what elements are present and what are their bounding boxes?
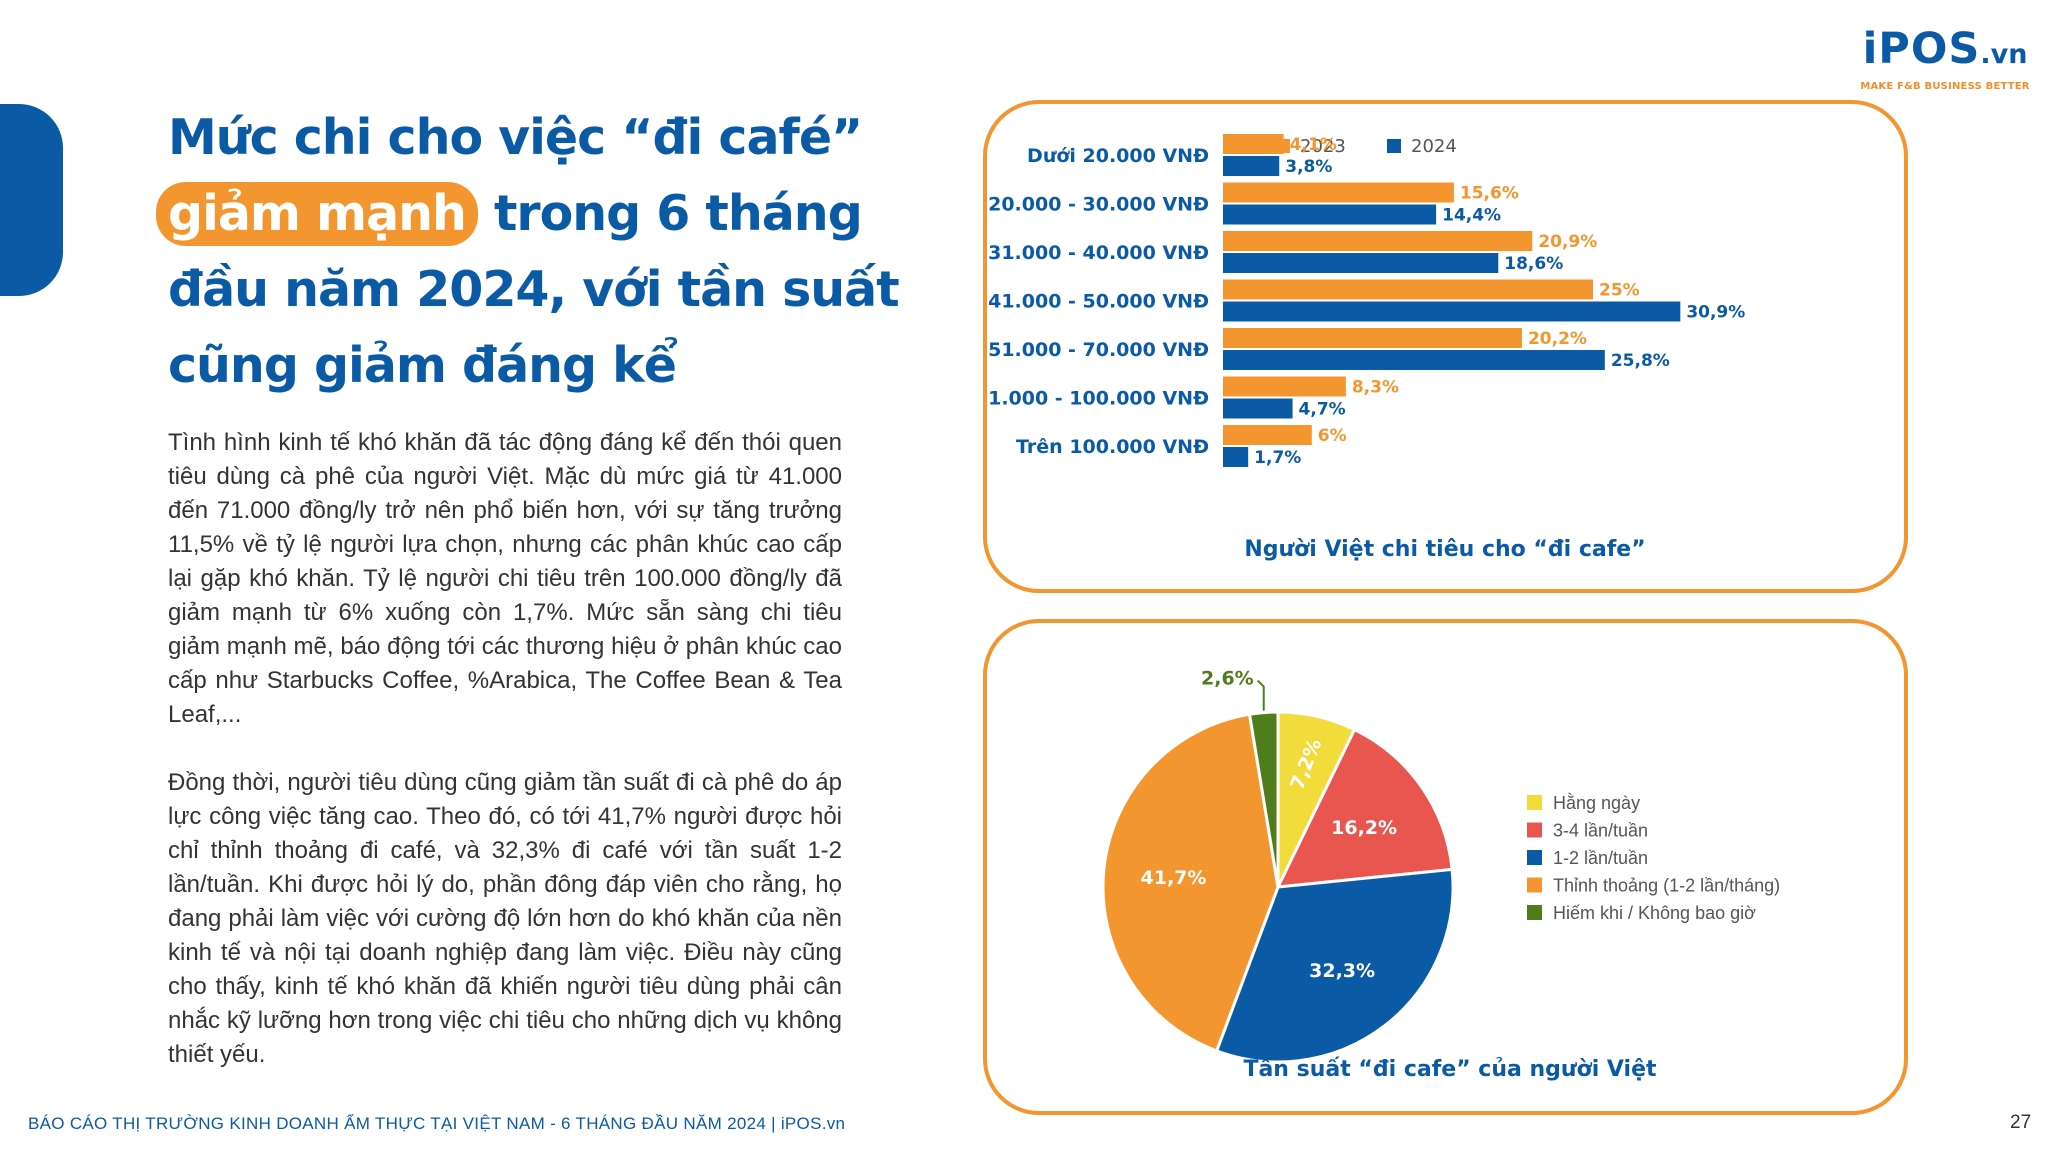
pie-data-label-3-4-lan-tuan: 16,2% <box>1331 817 1397 839</box>
frequency-chart-card: 7,2% 16,2% 32,3% 41,7% 2,6% Hằng ngày 3-4 lần… <box>983 619 1908 1115</box>
pie-slice-hiem-khi-khong-bao-gio <box>1247 710 1280 888</box>
bar-2023-31-000-40-000-vnd <box>1223 231 1533 251</box>
spending-chart-card: 2023 2024 Dưới 20.000 VNĐ 4,1% 3,8% 20.000 … <box>975 100 1908 593</box>
pie-slice-3-4-lan-tuan <box>1275 727 1454 889</box>
legend-label-thinh-thoang-1-2-lan-thang: Thỉnh thoảng (1-2 lần/tháng) <box>1553 876 1780 896</box>
bar-2024-71-000-100-000-vnd <box>1223 398 1293 419</box>
logo-suffix: .vn <box>1980 39 2028 70</box>
data-label-2023-20-000-30-000-vnd: 15,6% <box>1460 184 1519 204</box>
legend-swatch-hang-ngay <box>1527 795 1542 810</box>
pie-legend: Hằng ngày 3-4 lần/tuần 1-2 lần/tuần Thỉnh t… <box>1527 792 1780 923</box>
page-number: 27 <box>2010 1112 2032 1133</box>
category-label-71-000-100-000-vnd: 71.000 - 100.000 VNĐ <box>987 388 1209 410</box>
body-paragraph-1: Tình hình kinh tế khó khăn đã tác động đ… <box>168 429 842 728</box>
bar-2024-41-000-50-000-vnd <box>1223 301 1681 322</box>
data-label-2024-duoi-20-000-vnd: 3,8% <box>1285 157 1332 177</box>
legend-label-hang-ngay: Hằng ngày <box>1553 792 1640 813</box>
spending-bar-chart: 2023 2024 Dưới 20.000 VNĐ 4,1%3,8% 20.000 … <box>975 134 1745 562</box>
data-label-2023-51-000-70-000-vnd: 20,2% <box>1528 329 1587 349</box>
logo-tagline: MAKE F&B BUSINESS BETTER <box>1860 81 2030 92</box>
data-label-2024-71-000-100-000-vnd: 4,7% <box>1299 400 1346 420</box>
body-paragraph-2: Đồng thời, người tiêu dùng cũng giảm tần… <box>168 769 842 1068</box>
pie-slice-1-2-lan-tuan <box>1214 867 1455 1064</box>
data-label-2023-duoi-20-000-vnd: 4,1% <box>1290 135 1337 155</box>
bar-2024-20-000-30-000-vnd <box>1223 204 1437 225</box>
logo-wordmark: iPOS.vn <box>1855 24 2035 80</box>
data-label-2023-41-000-50-000-vnd: 25% <box>1599 281 1640 301</box>
title-line-4: cũng giảm đáng kể <box>168 337 677 394</box>
bar-2023-duoi-20-000-vnd <box>1223 134 1284 154</box>
bar-2024-31-000-40-000-vnd <box>1223 253 1499 273</box>
category-label-tren-100-000-vnd: Trên 100.000 VNĐ <box>1016 436 1209 458</box>
title-line-1: Mức chi cho việc “đi café” <box>168 109 863 166</box>
pie-slice-thinh-thoang-1-2-lan-thang <box>1101 712 1280 1053</box>
bar-marks: Dưới 20.000 VNĐ 4,1%3,8% 20.000 - 30.000 V… <box>975 134 1745 468</box>
legend-swatch-hiem-khi-khong-bao-gio <box>1527 905 1542 920</box>
category-label-41-000-50-000-vnd: 41.000 - 50.000 VNĐ <box>988 291 1209 313</box>
bar-2024-duoi-20-000-vnd <box>1223 156 1280 176</box>
bar-2023-41-000-50-000-vnd <box>1223 279 1593 300</box>
pie-leader-line-hiem-khi-khong-bao-gio <box>1257 679 1265 711</box>
legend-label-1-2-lan-tuan: 1-2 lần/tuần <box>1553 848 1648 868</box>
title-line-2-rest: trong 6 tháng <box>477 185 863 242</box>
category-label-20-000-30-000-vnd: 20.000 - 30.000 VNĐ <box>988 194 1209 216</box>
ipos-logo[interactable]: iPOS.vn MAKE F&B BUSINESS BETTER <box>1855 24 2035 94</box>
bar-2024-51-000-70-000-vnd <box>1223 350 1605 370</box>
data-label-2024-31-000-40-000-vnd: 18,6% <box>1504 254 1563 274</box>
pie-data-label-thinh-thoang-1-2-lan-thang: 41,7% <box>1141 867 1207 889</box>
data-label-2023-tren-100-000-vnd: 6% <box>1318 426 1347 446</box>
title-line-3: đầu năm 2024, với tần suất <box>168 261 900 318</box>
title-line-2: giảm mạnh trong 6 tháng <box>156 176 888 252</box>
legend-label-hiem-khi-khong-bao-gio: Hiếm khi / Không bao giờ <box>1553 903 1756 923</box>
bar-2023-20-000-30-000-vnd <box>1223 182 1454 203</box>
category-label-duoi-20-000-vnd: Dưới 20.000 VNĐ <box>1027 145 1209 167</box>
bar-2023-tren-100-000-vnd <box>1223 425 1312 445</box>
legend-swatch-2024 <box>1387 139 1401 153</box>
bar-2023-51-000-70-000-vnd <box>1223 328 1522 348</box>
data-label-2023-71-000-100-000-vnd: 8,3% <box>1352 378 1399 398</box>
data-label-2024-41-000-50-000-vnd: 30,9% <box>1686 303 1745 323</box>
pie-marks: 7,2%16,2%32,3%41,7%2,6% <box>1101 668 1455 1064</box>
pie-data-label-hiem-khi-khong-bao-gio: 2,6% <box>1201 668 1254 690</box>
legend-label-3-4-lan-tuan: 3-4 lần/tuần <box>1553 821 1648 841</box>
legend-label-2023: 2023 <box>1300 136 1346 157</box>
legend-swatch-thinh-thoang-1-2-lan-thang <box>1527 877 1542 893</box>
pie-data-label-1-2-lan-tuan: 32,3% <box>1309 960 1375 982</box>
data-label-2024-51-000-70-000-vnd: 25,8% <box>1611 351 1670 371</box>
bar-chart-title: Người Việt chi tiêu cho “đi cafe” <box>1244 537 1645 562</box>
category-label-31-000-40-000-vnd: 31.000 - 40.000 VNĐ <box>988 242 1209 264</box>
bar-2023-71-000-100-000-vnd <box>1223 376 1346 397</box>
legend-swatch-3-4-lan-tuan <box>1527 822 1542 838</box>
data-label-2023-31-000-40-000-vnd: 20,9% <box>1538 232 1597 252</box>
data-label-2024-tren-100-000-vnd: 1,7% <box>1254 448 1301 468</box>
title-highlight: giảm mạnh <box>156 182 478 246</box>
pie-chart-title: Tần suất “đi cafe” của người Việt <box>1243 1057 1657 1082</box>
data-label-2024-20-000-30-000-vnd: 14,4% <box>1442 206 1501 226</box>
side-tab-decoration <box>0 104 63 296</box>
bar-2024-tren-100-000-vnd <box>1223 447 1249 467</box>
footer-report-title: BÁO CÁO THỊ TRƯỜNG KINH DOANH ẨM THỰC TẠ… <box>28 1114 846 1133</box>
category-label-51-000-70-000-vnd: 51.000 - 70.000 VNĐ <box>988 339 1209 361</box>
legend-label-2024: 2024 <box>1411 136 1457 157</box>
legend-swatch-1-2-lan-tuan <box>1527 850 1542 865</box>
logo-main-text: iPOS <box>1862 24 1981 74</box>
page-title: Mức chi cho việc “đi café” giảm mạnh tro… <box>156 100 900 404</box>
